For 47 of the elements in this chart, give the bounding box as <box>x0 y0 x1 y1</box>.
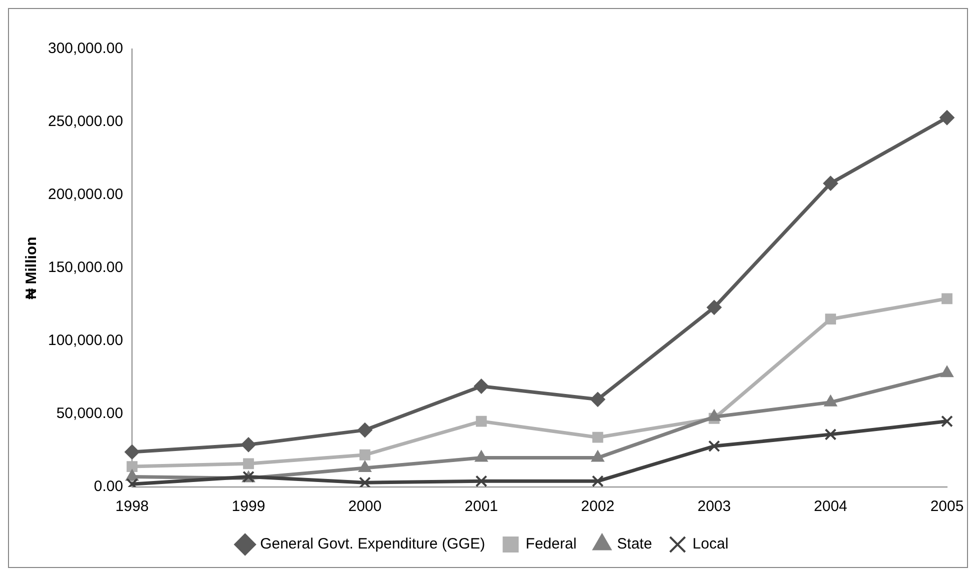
point <box>359 449 370 460</box>
legend-label: State <box>617 536 652 553</box>
y-tick-label: 250,000.00 <box>48 113 124 130</box>
point <box>824 428 837 440</box>
point <box>708 409 721 421</box>
x-tick-label: 1998 <box>115 498 149 516</box>
y-tick-label: 150,000.00 <box>48 259 124 276</box>
legend-label: Federal <box>526 536 577 553</box>
point <box>942 293 952 304</box>
point <box>124 444 140 460</box>
point <box>243 458 254 470</box>
point <box>357 422 372 438</box>
x-tick-label: 2002 <box>581 498 614 516</box>
x-tick-label: 2001 <box>464 498 498 516</box>
legend-label: Local <box>692 536 728 553</box>
point <box>358 460 372 472</box>
point <box>824 394 838 406</box>
point <box>592 475 604 487</box>
point <box>706 300 722 315</box>
point <box>240 437 256 452</box>
point <box>591 450 604 462</box>
x-tick-label: 2000 <box>348 498 382 516</box>
y-axis-title: ₦ Million <box>23 236 40 300</box>
point <box>590 392 606 407</box>
point <box>592 432 604 443</box>
point <box>474 378 489 394</box>
x-tick-label: 2005 <box>930 498 964 516</box>
point <box>476 416 487 427</box>
point <box>940 110 954 126</box>
point <box>825 314 836 325</box>
point <box>940 366 954 378</box>
point <box>474 450 488 462</box>
y-tick-label: 50,000.00 <box>56 405 124 422</box>
y-tick-label: 200,000.00 <box>48 186 124 204</box>
y-tick-label: 100,000.00 <box>48 332 124 350</box>
point <box>708 440 720 452</box>
point <box>126 461 138 472</box>
point <box>475 475 488 487</box>
x-tick-label: 2004 <box>814 498 848 516</box>
x-tick-label: 2003 <box>697 498 731 516</box>
y-tick-label: 0.00 <box>94 478 124 496</box>
y-tick-label: 300,000.00 <box>48 40 124 58</box>
x-tick-label: 1999 <box>232 498 266 516</box>
point <box>823 176 838 191</box>
point <box>358 476 371 487</box>
point <box>941 415 953 428</box>
legend-label: General Govt. Expenditure (GGE) <box>260 536 486 553</box>
